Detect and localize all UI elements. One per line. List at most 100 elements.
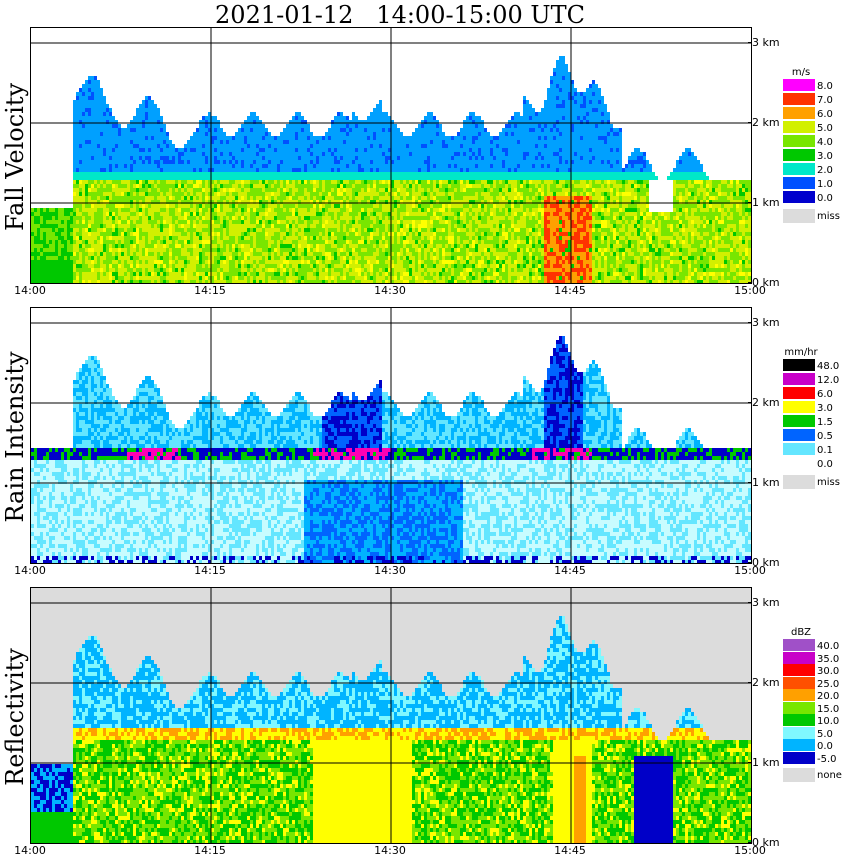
heatmap-cell <box>82 108 85 112</box>
heatmap-cell <box>325 172 328 176</box>
heatmap-cell <box>112 164 115 168</box>
heatmap-cell <box>397 148 400 152</box>
heatmap-cell <box>91 252 94 256</box>
heatmap-cell <box>97 152 100 156</box>
heatmap-cell <box>181 276 184 280</box>
heatmap-cell <box>115 232 118 236</box>
heatmap-cell <box>148 100 151 104</box>
heatmap-cell <box>52 276 55 280</box>
heatmap-cell <box>304 188 307 192</box>
heatmap-cell <box>289 196 292 200</box>
heatmap-cell <box>238 204 241 208</box>
heatmap-cell <box>337 236 340 240</box>
heatmap-cell <box>250 180 253 184</box>
heatmap-cell <box>253 200 256 204</box>
heatmap-cell <box>211 156 214 160</box>
heatmap-cell <box>400 140 403 144</box>
heatmap-cell <box>130 248 133 252</box>
heatmap-cell <box>385 148 388 152</box>
heatmap-cell <box>187 140 190 144</box>
heatmap-cell <box>373 252 376 256</box>
heatmap-cell <box>232 176 235 180</box>
heatmap-cell <box>244 240 247 244</box>
heatmap-cell <box>106 236 109 240</box>
heatmap-cell <box>367 272 370 276</box>
heatmap-cell <box>271 168 274 172</box>
heatmap-cell <box>412 196 415 200</box>
heatmap-cell <box>361 120 364 124</box>
heatmap-cell <box>238 260 241 264</box>
heatmap-cell <box>139 240 142 244</box>
heatmap-cell <box>130 200 133 204</box>
heatmap-cell <box>88 148 91 152</box>
heatmap-cell <box>181 220 184 224</box>
heatmap-cell <box>379 268 382 272</box>
heatmap-cell <box>214 172 217 176</box>
heatmap-cell <box>199 148 202 152</box>
heatmap-cell <box>217 228 220 232</box>
heatmap-cell <box>283 148 286 152</box>
heatmap-cell <box>85 100 88 104</box>
heatmap-cell <box>313 148 316 152</box>
heatmap-cell <box>100 144 103 148</box>
heatmap-cell <box>67 264 70 268</box>
heatmap-cell <box>367 184 370 188</box>
heatmap-cell <box>364 144 367 148</box>
heatmap-cell <box>322 280 325 283</box>
heatmap-cell <box>196 148 199 152</box>
heatmap-cell <box>289 260 292 264</box>
heatmap-cell <box>157 256 160 260</box>
heatmap-cell <box>85 164 88 168</box>
heatmap-cell <box>211 120 214 124</box>
heatmap-cell <box>157 108 160 112</box>
heatmap-cell <box>91 184 94 188</box>
heatmap-cell <box>190 268 193 272</box>
heatmap-cell <box>130 240 133 244</box>
heatmap-cell <box>145 140 148 144</box>
heatmap-cell <box>298 184 301 188</box>
heatmap-cell <box>253 148 256 152</box>
heatmap-cell <box>397 228 400 232</box>
heatmap-cell <box>187 248 190 252</box>
heatmap-cell <box>370 204 373 208</box>
heatmap-cell <box>334 252 337 256</box>
heatmap-cell <box>187 220 190 224</box>
heatmap-cell <box>268 152 271 156</box>
heatmap-cell <box>52 244 55 248</box>
heatmap-cell <box>388 188 391 192</box>
heatmap-cell <box>187 192 190 196</box>
heatmap-cell <box>100 100 103 104</box>
heatmap-cell <box>220 180 223 184</box>
heatmap-cell <box>337 176 340 180</box>
heatmap-cell <box>115 244 118 248</box>
heatmap-cell <box>388 280 391 283</box>
heatmap-cell <box>94 120 97 124</box>
heatmap-cell <box>133 228 136 232</box>
heatmap-cell <box>82 260 85 264</box>
heatmap-cell <box>193 236 196 240</box>
heatmap-cell <box>367 240 370 244</box>
heatmap-cell <box>361 272 364 276</box>
heatmap-cell <box>391 180 394 184</box>
heatmap-cell <box>358 160 361 164</box>
heatmap-cell <box>118 168 121 172</box>
heatmap-cell <box>208 208 211 212</box>
heatmap-cell <box>202 204 205 208</box>
heatmap-cell <box>352 212 355 216</box>
heatmap-cell <box>388 204 391 208</box>
heatmap-cell <box>358 280 361 283</box>
heatmap-cell <box>202 156 205 160</box>
heatmap-cell <box>106 272 109 276</box>
heatmap-cell <box>73 128 76 132</box>
heatmap-cell <box>94 108 97 112</box>
heatmap-cell <box>97 272 100 276</box>
heatmap-cell <box>85 264 88 268</box>
heatmap-cell <box>244 132 247 136</box>
heatmap-cell <box>406 256 409 260</box>
heatmap-cell <box>139 272 142 276</box>
heatmap-cell <box>187 196 190 200</box>
heatmap-cell <box>307 176 310 180</box>
heatmap-cell <box>208 140 211 144</box>
heatmap-cell <box>151 240 154 244</box>
heatmap-cell <box>244 236 247 240</box>
